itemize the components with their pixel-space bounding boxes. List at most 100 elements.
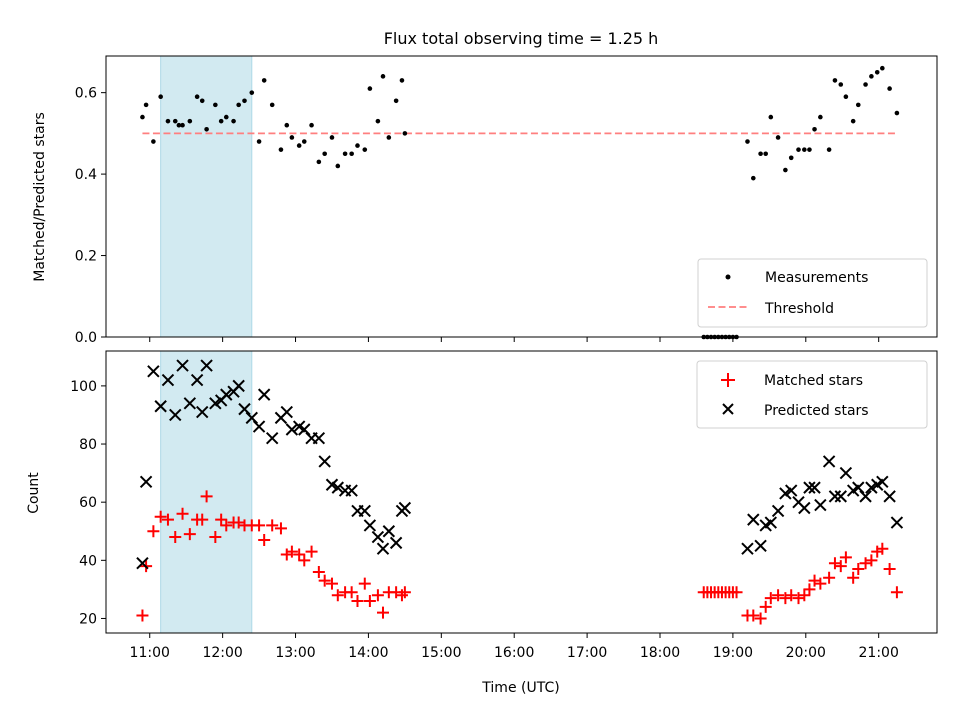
data-point bbox=[754, 612, 767, 625]
data-point bbox=[802, 147, 807, 152]
data-point bbox=[376, 542, 390, 555]
data-point bbox=[363, 519, 377, 532]
data-point bbox=[256, 139, 262, 144]
data-point bbox=[342, 151, 348, 157]
data-point bbox=[285, 545, 298, 558]
chart-title: Flux total observing time = 1.25 h bbox=[384, 29, 659, 48]
highlight-span bbox=[160, 55, 253, 338]
data-point bbox=[312, 432, 326, 445]
count-points bbox=[136, 359, 904, 625]
data-point bbox=[874, 69, 880, 75]
data-point bbox=[828, 490, 842, 503]
data-point bbox=[758, 151, 763, 157]
data-point bbox=[358, 577, 371, 590]
data-point bbox=[764, 516, 778, 529]
data-point bbox=[375, 118, 381, 124]
y-tick-label: 60 bbox=[79, 495, 97, 511]
data-point bbox=[772, 589, 785, 602]
y-tick-label: 20 bbox=[79, 611, 97, 627]
x-tick-label: 19:00 bbox=[713, 645, 753, 661]
data-point bbox=[775, 135, 781, 140]
data-point bbox=[386, 135, 392, 140]
data-point bbox=[136, 609, 149, 622]
y-tick-label: 80 bbox=[79, 437, 97, 453]
data-point bbox=[285, 423, 299, 436]
data-point bbox=[278, 147, 284, 152]
legend-marker-matched bbox=[721, 373, 735, 387]
data-point bbox=[190, 373, 204, 387]
series-measurements bbox=[140, 65, 900, 340]
data-point bbox=[305, 545, 318, 558]
data-point bbox=[798, 501, 811, 515]
data-point bbox=[764, 592, 777, 605]
data-point bbox=[236, 102, 241, 108]
data-point bbox=[194, 94, 200, 100]
data-point bbox=[839, 466, 853, 480]
data-point bbox=[183, 528, 196, 541]
data-point bbox=[238, 402, 251, 416]
data-point bbox=[136, 557, 149, 570]
data-point bbox=[796, 147, 801, 152]
data-point bbox=[331, 589, 344, 602]
data-point bbox=[187, 118, 193, 124]
y-tick-label: 40 bbox=[79, 553, 97, 569]
data-point bbox=[863, 82, 868, 87]
legend-label-predicted: Predicted stars bbox=[764, 403, 869, 419]
data-point bbox=[284, 122, 290, 128]
data-point bbox=[176, 359, 189, 372]
data-point bbox=[154, 400, 167, 413]
data-point bbox=[196, 405, 209, 419]
data-point bbox=[200, 359, 213, 372]
data-point bbox=[747, 513, 760, 526]
data-point bbox=[169, 531, 182, 544]
data-point bbox=[358, 504, 371, 518]
data-point bbox=[399, 78, 405, 83]
bottom-y-axis-ticks: 20 40 60 80 100 bbox=[70, 379, 106, 627]
data-point bbox=[331, 481, 345, 494]
data-point bbox=[783, 167, 788, 173]
data-point bbox=[318, 455, 331, 468]
data-point bbox=[258, 533, 271, 546]
data-point bbox=[395, 589, 408, 602]
data-point bbox=[209, 531, 222, 544]
ratio-panel: 0.0 0.2 0.4 0.6 Matched/Predicted stars Mea… bbox=[32, 55, 938, 346]
bottom-axes-frame bbox=[105, 350, 938, 634]
data-point bbox=[887, 86, 892, 91]
bottom-legend-box bbox=[696, 360, 928, 429]
data-point bbox=[266, 519, 279, 532]
y-tick-label: 0.0 bbox=[75, 330, 97, 346]
top-legend: Measurements Threshold bbox=[697, 258, 928, 328]
data-point bbox=[261, 78, 267, 83]
data-point bbox=[850, 118, 856, 124]
data-point bbox=[154, 510, 167, 523]
data-point bbox=[807, 147, 812, 152]
data-point bbox=[808, 574, 821, 587]
data-point bbox=[771, 504, 785, 518]
data-point bbox=[855, 102, 861, 108]
data-point bbox=[808, 481, 821, 494]
data-point bbox=[826, 147, 832, 152]
data-point bbox=[309, 122, 314, 128]
data-point bbox=[398, 586, 411, 599]
data-point bbox=[355, 143, 360, 148]
data-point bbox=[828, 557, 841, 570]
y-tick-label: 0.6 bbox=[75, 86, 97, 102]
data-point bbox=[402, 131, 408, 136]
data-point bbox=[362, 147, 368, 152]
data-point bbox=[165, 118, 171, 124]
data-point bbox=[843, 94, 849, 100]
data-point bbox=[196, 513, 209, 526]
data-point bbox=[745, 139, 750, 144]
data-point bbox=[785, 484, 798, 497]
data-point bbox=[779, 592, 792, 605]
data-point bbox=[139, 475, 153, 489]
data-point bbox=[280, 548, 293, 561]
data-point bbox=[231, 118, 236, 124]
data-point bbox=[147, 365, 160, 378]
data-point bbox=[274, 522, 287, 535]
data-point bbox=[847, 571, 860, 584]
data-point bbox=[220, 388, 233, 401]
data-point bbox=[161, 373, 175, 387]
data-point bbox=[812, 127, 817, 132]
data-point bbox=[245, 411, 258, 425]
